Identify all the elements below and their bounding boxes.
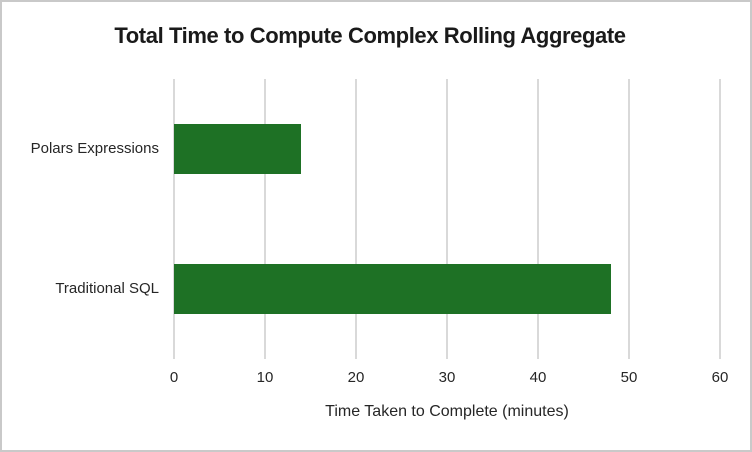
x-tick-label: 60 xyxy=(711,369,729,386)
category-label: Traditional SQL xyxy=(55,280,159,297)
x-tick-label: 30 xyxy=(438,369,456,386)
gridline xyxy=(354,79,357,359)
gridline xyxy=(719,79,721,359)
x-tick-label: 20 xyxy=(347,369,365,386)
gridline xyxy=(263,79,266,359)
bar-traditional-sql xyxy=(174,264,611,314)
gridline xyxy=(446,79,448,359)
gridline xyxy=(628,79,630,359)
x-tick-label: 40 xyxy=(529,369,547,386)
category-label: Polars Expressions xyxy=(30,140,159,157)
chart-title: Total Time to Compute Complex Rolling Ag… xyxy=(114,23,626,48)
gridline xyxy=(173,79,175,359)
gridline xyxy=(536,79,539,359)
plot-area xyxy=(173,79,721,359)
x-tick-label: 10 xyxy=(256,369,274,386)
x-tick-label: 0 xyxy=(169,369,179,386)
x-axis-ticks: 0 10 20 30 40 50 60 xyxy=(170,369,729,389)
x-axis-title: Time Taken to Complete (minutes) xyxy=(325,403,569,420)
category-axis: Polars Expressions Traditional SQL xyxy=(2,79,159,359)
x-tick-label: 50 xyxy=(620,369,638,386)
bar-polars-expressions xyxy=(174,124,302,174)
